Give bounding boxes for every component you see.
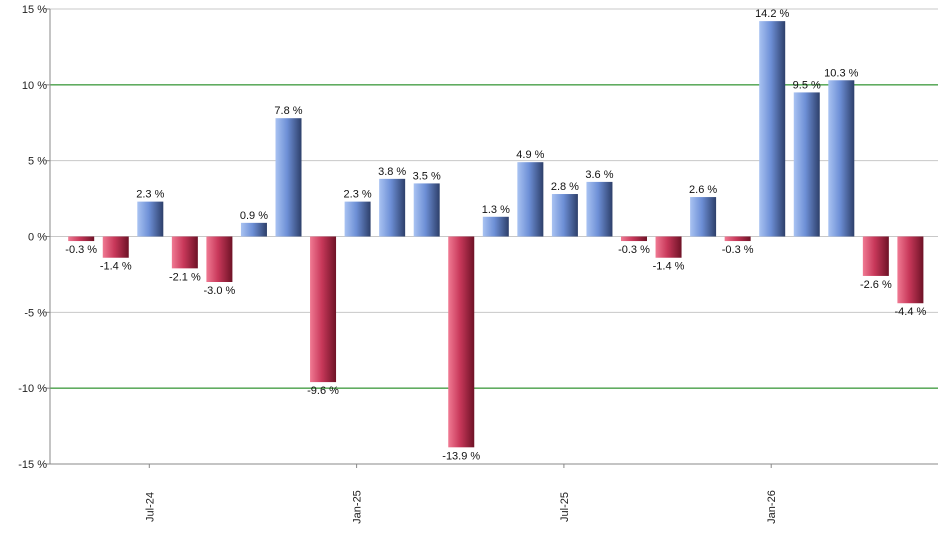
bar bbox=[206, 236, 233, 282]
x-axis-tick-labels: Jul-24 Jan-25 Jul-25 Jan-26 bbox=[144, 490, 778, 524]
y-tick-label: -5 % bbox=[24, 307, 47, 319]
bar bbox=[690, 197, 717, 237]
bar bbox=[240, 222, 267, 237]
bar-value-label: 3.8 % bbox=[378, 166, 406, 178]
bar-value-label: 3.6 % bbox=[585, 169, 613, 181]
y-tick-label: 0 % bbox=[28, 232, 47, 244]
y-tick-label: 10 % bbox=[22, 80, 47, 92]
bar-value-label: -0.3 % bbox=[722, 244, 754, 256]
y-tick-label: -10 % bbox=[18, 383, 47, 395]
bar bbox=[793, 92, 820, 237]
bar bbox=[897, 236, 924, 304]
axes bbox=[46, 8, 938, 468]
bar-value-label: 10.3 % bbox=[824, 67, 858, 79]
x-tick-label: Jan-26 bbox=[766, 490, 778, 524]
bar-value-label: 9.5 % bbox=[793, 79, 821, 91]
bar bbox=[759, 21, 786, 237]
bar bbox=[379, 178, 406, 237]
bar bbox=[586, 181, 613, 237]
bar-value-label: -0.3 % bbox=[65, 244, 97, 256]
bar bbox=[102, 236, 129, 258]
bar bbox=[621, 236, 647, 242]
bar-value-label: 2.6 % bbox=[689, 184, 717, 196]
bar bbox=[137, 201, 164, 237]
bar bbox=[413, 183, 440, 237]
bar-value-label: 0.9 % bbox=[240, 210, 268, 222]
x-tick-label: Jan-25 bbox=[352, 490, 364, 524]
bar-value-label: 2.3 % bbox=[136, 189, 164, 201]
bar bbox=[68, 236, 95, 242]
x-tick-label: Jul-25 bbox=[559, 492, 571, 522]
bar-value-label: 7.8 % bbox=[274, 105, 302, 117]
x-tick-label: Jul-24 bbox=[144, 492, 156, 522]
bar-value-label: -13.9 % bbox=[442, 450, 480, 462]
bar bbox=[344, 201, 371, 237]
bar bbox=[448, 236, 475, 448]
bar-value-label: 1.3 % bbox=[482, 204, 510, 216]
y-axis-tick-labels: -15 % -10 % -5 % 0 % 5 % 10 % 15 % bbox=[18, 4, 47, 471]
bar bbox=[551, 194, 578, 237]
bar bbox=[862, 236, 889, 276]
bar bbox=[828, 80, 855, 237]
bar bbox=[655, 236, 682, 258]
bar bbox=[171, 236, 198, 269]
bar-value-label: -3.0 % bbox=[204, 285, 236, 297]
data-labels: -0.3 %-1.4 %2.3 %-2.1 %-3.0 %0.9 %7.8 %-… bbox=[65, 8, 926, 462]
bar-value-label: 2.3 % bbox=[344, 189, 372, 201]
bar-value-label: -1.4 % bbox=[653, 261, 685, 273]
bar-value-label: 3.5 % bbox=[413, 170, 441, 182]
y-tick-label: -15 % bbox=[18, 459, 47, 471]
bar-value-label: -0.3 % bbox=[618, 244, 650, 256]
y-tick-label: 5 % bbox=[28, 156, 47, 168]
gridlines bbox=[50, 8, 938, 465]
bar-value-label: -1.4 % bbox=[100, 261, 132, 273]
bar bbox=[275, 118, 302, 237]
bar bbox=[482, 216, 509, 237]
bar-value-label: -2.6 % bbox=[860, 279, 892, 291]
bar bbox=[310, 236, 337, 383]
bar-value-label: 4.9 % bbox=[516, 149, 544, 161]
bar bbox=[517, 162, 544, 237]
bar-value-label: -2.1 % bbox=[169, 271, 201, 283]
y-tick-label: 15 % bbox=[22, 4, 47, 16]
bar-value-label: -9.6 % bbox=[307, 385, 339, 397]
bar-value-label: -4.4 % bbox=[895, 306, 927, 318]
bar bbox=[724, 236, 751, 242]
bar-value-label: 2.8 % bbox=[551, 181, 579, 193]
bar-value-label: 14.2 % bbox=[755, 8, 789, 20]
bars bbox=[68, 21, 924, 448]
